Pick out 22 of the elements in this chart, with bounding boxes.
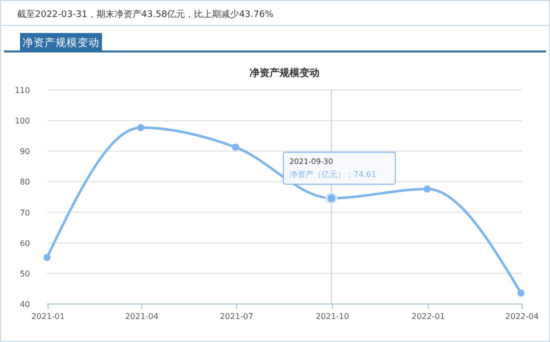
x-tick-label: 2021-07 bbox=[220, 312, 254, 321]
point bbox=[517, 289, 525, 297]
text: 净资产规模变动 bbox=[22, 36, 100, 49]
y-tick-label: 60 bbox=[20, 238, 30, 248]
x-tick-label: 2021-01 bbox=[31, 312, 65, 321]
x-tick-label: 2022-04 bbox=[505, 312, 539, 321]
point bbox=[232, 144, 240, 151]
chart-title: 净资产规模变动 bbox=[250, 67, 320, 79]
x-tick-label: 2021-04 bbox=[125, 312, 159, 321]
y-tick-label: 90 bbox=[20, 147, 30, 156]
point bbox=[43, 254, 51, 262]
y-tick-label: 100 bbox=[14, 116, 30, 126]
y-tick-label: 80 bbox=[20, 178, 30, 187]
y-tick-label: 110 bbox=[14, 86, 30, 95]
y-tick-label: 70 bbox=[20, 208, 30, 218]
text: 截至2022-03-31，期末净资产43.58亿元，比上期减少43.76% bbox=[17, 9, 274, 20]
x-tick-label: 2022-01 bbox=[412, 312, 445, 321]
point bbox=[424, 185, 431, 193]
point bbox=[137, 124, 144, 132]
y-tick-label: 40 bbox=[20, 300, 30, 309]
y-tick-label: 50 bbox=[20, 269, 30, 278]
x-tick-label: 2021-10 bbox=[316, 312, 350, 321]
